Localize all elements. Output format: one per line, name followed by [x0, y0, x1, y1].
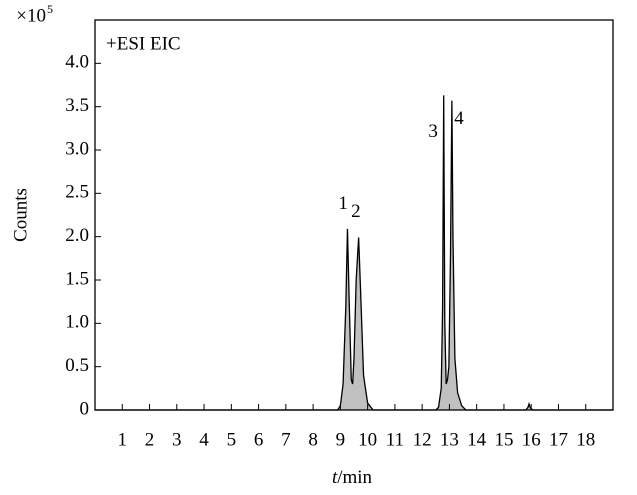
- x-tick-label: 14: [467, 429, 487, 450]
- x-tick-label: 1: [118, 429, 128, 450]
- y-tick-label: 2.5: [65, 182, 89, 203]
- y-tick-label: 1.0: [65, 312, 89, 333]
- y-tick-label: 0.5: [65, 355, 89, 376]
- x-tick-label: 16: [522, 429, 541, 450]
- x-tick-label: 15: [494, 429, 513, 450]
- peak-label: 4: [454, 108, 464, 129]
- x-tick-label: 11: [386, 429, 404, 450]
- peak-label: 1: [338, 193, 348, 214]
- y-multiplier-base: ×10: [16, 5, 46, 26]
- y-tick-label: 0: [80, 398, 90, 419]
- y-tick-label: 3.5: [65, 95, 89, 116]
- annotation: +ESI EIC: [106, 33, 181, 54]
- y-axis-label: Counts: [10, 188, 31, 242]
- x-tick-label: 6: [254, 429, 264, 450]
- x-axis-label: t/min: [332, 467, 373, 488]
- plot-frame: [94, 19, 614, 411]
- peak-label: 2: [351, 201, 361, 222]
- x-tick-label: 7: [281, 429, 291, 450]
- x-tick-label: 9: [336, 429, 346, 450]
- x-tick-label: 13: [440, 429, 459, 450]
- y-tick-label: 1.5: [65, 268, 89, 289]
- y-multiplier-exponent: 5: [47, 2, 53, 16]
- x-tick-label: 17: [549, 429, 568, 450]
- peak-label: 3: [428, 121, 438, 142]
- y-tick-label: 4.0: [65, 52, 89, 73]
- x-tick-label: 2: [145, 429, 155, 450]
- x-axis-unit: /min: [337, 467, 372, 488]
- trace-line: [95, 95, 613, 411]
- x-tick-label: 18: [576, 429, 595, 450]
- x-axis-variable: t: [332, 467, 338, 488]
- y-tick-label: 2.0: [65, 225, 89, 246]
- x-tick-label: 12: [413, 429, 432, 450]
- x-tick-label: 3: [172, 429, 182, 450]
- x-tick-label: 4: [199, 429, 209, 450]
- x-tick-label: 5: [227, 429, 237, 450]
- x-tick-label: 10: [358, 429, 377, 450]
- y-tick-label: 3.0: [65, 138, 89, 159]
- x-tick-label: 8: [308, 429, 318, 450]
